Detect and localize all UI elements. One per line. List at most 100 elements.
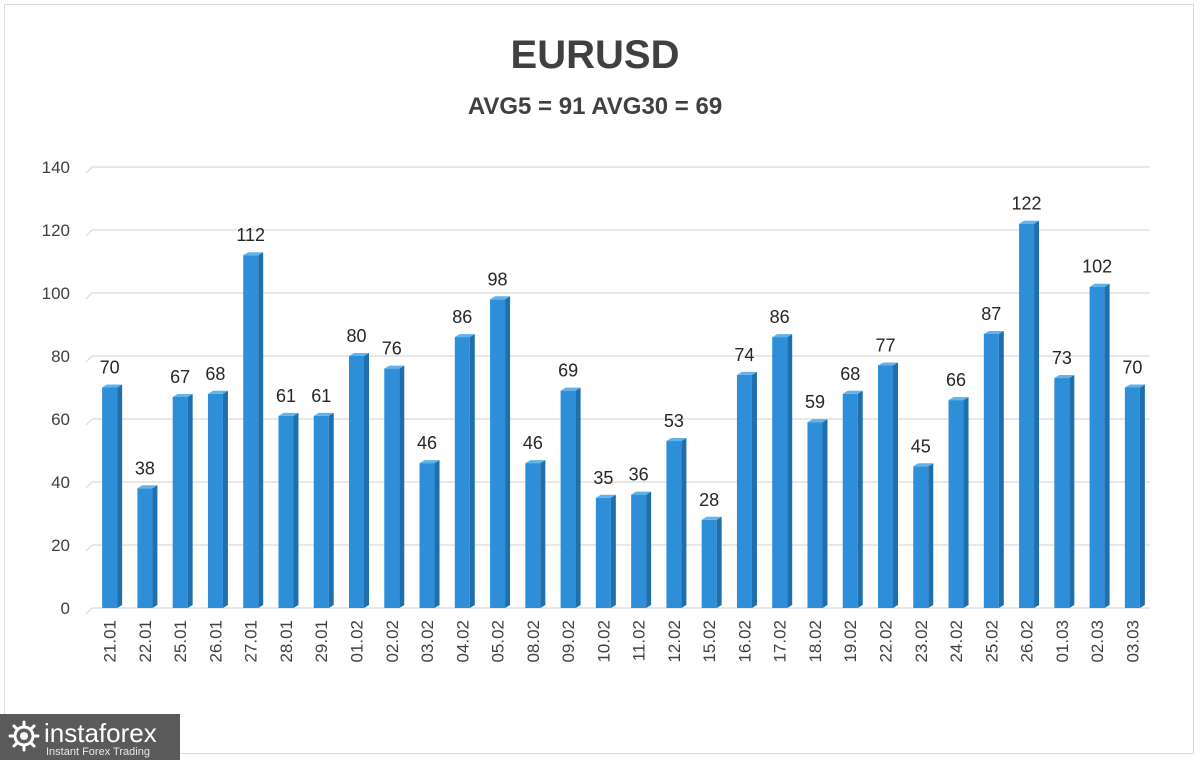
x-tick-label: 02.03 (1088, 620, 1107, 663)
data-label: 112 (236, 225, 265, 245)
chart-subtitle: AVG5 = 91 AVG30 = 69 (467, 93, 723, 120)
bar-front (701, 519, 717, 608)
x-tick-label: 25.01 (171, 620, 190, 663)
gridlines (85, 166, 1150, 615)
bar-front (525, 463, 541, 608)
x-tick-label: 29.01 (312, 620, 331, 663)
bar-top (172, 393, 193, 397)
gridline-depth (85, 607, 93, 615)
bars (102, 220, 1145, 608)
bar (454, 334, 475, 608)
bar-front (736, 374, 752, 608)
bar (701, 516, 722, 608)
x-tick-label: 01.03 (1053, 620, 1072, 663)
bar (207, 390, 228, 608)
bar-front (666, 441, 682, 608)
data-label: 28 (699, 490, 719, 510)
bar-side (1104, 283, 1110, 608)
instaforex-logo-icon (8, 720, 40, 752)
bar-top (736, 371, 757, 375)
data-label: 53 (664, 411, 684, 431)
bar-top (490, 296, 511, 300)
bar (525, 460, 546, 608)
x-tick-label: 22.01 (136, 620, 155, 663)
bar-side (258, 252, 264, 608)
bar-side (540, 460, 546, 608)
watermark-tagline: Instant Forex Trading (46, 746, 150, 758)
bar-front (349, 356, 364, 608)
x-tick-label: 28.01 (277, 620, 296, 663)
bar-front (983, 333, 999, 608)
gridline-depth (85, 292, 93, 300)
bar-side (469, 334, 475, 608)
bar-front (207, 393, 223, 608)
bar (490, 296, 511, 608)
bar-top (243, 252, 264, 256)
x-tick-label: 11.02 (630, 620, 649, 661)
bar (807, 419, 828, 608)
data-label: 67 (170, 367, 190, 387)
data-label: 70 (100, 358, 120, 378)
bar (1019, 220, 1040, 608)
bar (736, 371, 757, 608)
bar-side (751, 371, 757, 608)
bar (137, 485, 158, 608)
data-label: 80 (346, 326, 366, 346)
bar-top (349, 353, 369, 356)
bar-top (666, 438, 687, 442)
x-tick-label: 03.02 (418, 620, 437, 663)
bar (349, 353, 369, 608)
watermark-brand-name: instaforex (44, 718, 157, 748)
data-label: 46 (523, 433, 543, 453)
data-label: 46 (417, 433, 437, 453)
bar-front (490, 299, 506, 608)
bar-side (610, 494, 616, 608)
bar-front (419, 463, 435, 608)
bar-top (313, 412, 334, 416)
bar-top (560, 387, 581, 391)
bar-side (399, 365, 405, 608)
bar-top (948, 397, 969, 401)
data-label: 68 (205, 364, 225, 384)
data-label: 86 (452, 307, 472, 327)
bar-top (1054, 375, 1075, 379)
bar-top (983, 330, 1004, 334)
bar-front (1089, 286, 1105, 608)
x-tick-label: 19.02 (841, 620, 860, 663)
bar-front (384, 368, 400, 608)
bar-front (313, 415, 329, 608)
bar-front (243, 255, 259, 608)
bar-top (631, 491, 652, 495)
bar-side (822, 419, 828, 608)
bar-side (1139, 384, 1145, 608)
bar-front (137, 488, 153, 608)
bar-side (152, 485, 158, 608)
data-label: 86 (770, 307, 790, 327)
bar-front (1124, 387, 1140, 608)
y-tick-label: 100 (42, 284, 70, 303)
bar-side (117, 384, 123, 608)
bar (948, 397, 969, 608)
chart-title: EURUSD (510, 33, 680, 77)
bar-side (893, 362, 898, 608)
bar-front (948, 400, 964, 608)
x-tick-label: 23.02 (912, 620, 931, 663)
bar-top (595, 494, 616, 498)
x-tick-label: 25.02 (982, 620, 1001, 663)
bar (243, 252, 264, 608)
bar-side (222, 390, 228, 608)
bar-side (505, 296, 511, 608)
x-tick-label: 26.02 (1018, 620, 1037, 663)
x-tick-label: 24.02 (947, 620, 966, 663)
x-tick-label: 15.02 (700, 620, 719, 663)
bar (313, 412, 334, 608)
data-label: 35 (593, 468, 613, 488)
bar-front (595, 497, 611, 608)
y-tick-label: 120 (42, 221, 70, 240)
bar-front (278, 415, 294, 608)
bar-top (1124, 384, 1145, 388)
data-label: 45 (911, 436, 931, 456)
x-tick-label: 12.02 (665, 620, 684, 663)
bar-side (787, 334, 793, 608)
